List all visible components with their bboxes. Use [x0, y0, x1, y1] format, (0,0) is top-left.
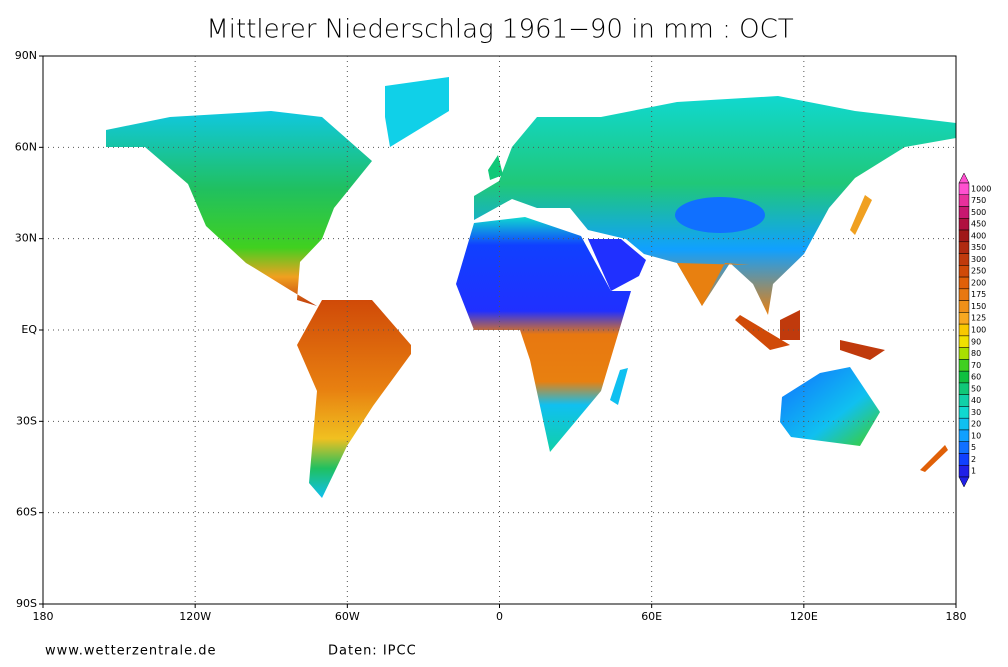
colorbar-box: [958, 206, 970, 219]
greenland: [385, 77, 449, 147]
arabia: [588, 239, 646, 291]
colorbar-label: 250: [971, 267, 986, 276]
colorbar-box: [958, 441, 970, 454]
africa: [456, 217, 631, 452]
footer-data: Daten: IPCC: [328, 644, 417, 659]
lat-tick-label: 30S: [16, 414, 37, 427]
colorbar-box: [958, 394, 970, 407]
footer-source: www.wetterzentrale.de: [45, 644, 216, 659]
australia: [780, 367, 880, 446]
lon-tick-label: 120E: [790, 610, 818, 623]
new-zealand: [920, 445, 948, 472]
colorbar-box: [958, 347, 970, 360]
colorbar-label: 175: [971, 290, 986, 299]
lon-tick-label: 0: [496, 610, 503, 623]
lon-tick-label: 60E: [641, 610, 662, 623]
colorbar: 1000750500450400350300250200175150125100…: [958, 172, 991, 488]
colorbar-top-arrow: [958, 172, 970, 184]
colorbar-box: [958, 359, 970, 372]
colorbar-box: [958, 253, 970, 266]
lon-tick-label: 180: [33, 610, 54, 623]
colorbar-label: 200: [971, 278, 986, 287]
colorbar-box: [958, 335, 970, 348]
madagascar: [610, 368, 628, 405]
colorbar-box: [958, 194, 970, 207]
colorbar-label: 750: [971, 196, 986, 205]
colorbar-label: 10: [971, 431, 981, 440]
colorbar-label: 50: [971, 384, 981, 393]
lon-tick-label: 120W: [179, 610, 211, 623]
colorbar-label: 5: [971, 443, 976, 452]
colorbar-box: [958, 276, 970, 290]
lon-tick-label: 180: [946, 610, 967, 623]
land: [106, 77, 956, 498]
tibet: [675, 197, 765, 233]
uk: [488, 155, 503, 180]
colorbar-label: 70: [971, 361, 981, 370]
colorbar-label: 30: [971, 408, 981, 417]
colorbar-box: [958, 182, 970, 196]
colorbar-box: [958, 453, 970, 466]
colorbar-box: [958, 406, 970, 419]
indonesia: [735, 315, 790, 350]
colorbar-label: 500: [971, 208, 986, 217]
colorbar-label: 40: [971, 396, 981, 405]
colorbar-label: 80: [971, 349, 981, 358]
lon-tick-label: 60W: [335, 610, 360, 623]
colorbar-box: [958, 429, 970, 442]
lat-tick-label: EQ: [21, 323, 37, 336]
new-guinea: [840, 340, 885, 360]
colorbar-box: [958, 417, 970, 431]
colorbar-box: [958, 265, 970, 278]
map-title: Mittlerer Niederschlag 1961−90 in mm : O…: [206, 15, 793, 45]
colorbar-box: [958, 300, 970, 313]
colorbar-label: 450: [971, 220, 986, 229]
colorbar-label: 100: [971, 326, 986, 335]
japan: [850, 195, 872, 235]
north-america: [106, 111, 372, 306]
colorbar-label: 150: [971, 302, 986, 311]
colorbar-box: [958, 229, 970, 243]
colorbar-box: [958, 370, 970, 384]
colorbar-label: 1000: [971, 184, 991, 193]
colorbar-label: 60: [971, 373, 981, 382]
lat-tick-label: 90N: [15, 49, 37, 62]
lat-tick-label: 60S: [16, 506, 37, 519]
colorbar-label: 400: [971, 231, 986, 240]
colorbar-box: [958, 241, 970, 254]
colorbar-label: 125: [971, 314, 986, 323]
colorbar-box: [958, 312, 970, 325]
colorbar-box: [958, 464, 970, 478]
colorbar-label: 20: [971, 420, 981, 429]
india: [677, 263, 750, 306]
lat-tick-label: 90S: [16, 597, 37, 610]
borneo: [780, 310, 800, 340]
colorbar-box: [958, 382, 970, 395]
colorbar-label: 350: [971, 243, 986, 252]
lat-tick-label: 60N: [15, 140, 37, 153]
lat-tick-label: 30N: [15, 232, 37, 245]
colorbar-box: [958, 288, 970, 301]
colorbar-box: [958, 323, 970, 337]
colorbar-bottom-arrow: [958, 476, 970, 488]
colorbar-box: [958, 218, 970, 231]
grid: 180 120W 60W 0 60E 120E 180 90N 60N 30N EQ 30S 60S 90…: [15, 49, 967, 623]
south-america: [297, 300, 411, 498]
colorbar-label: 1: [971, 467, 976, 476]
colorbar-label: 2: [971, 455, 976, 464]
colorbar-label: 300: [971, 255, 986, 264]
colorbar-label: 90: [971, 337, 981, 346]
